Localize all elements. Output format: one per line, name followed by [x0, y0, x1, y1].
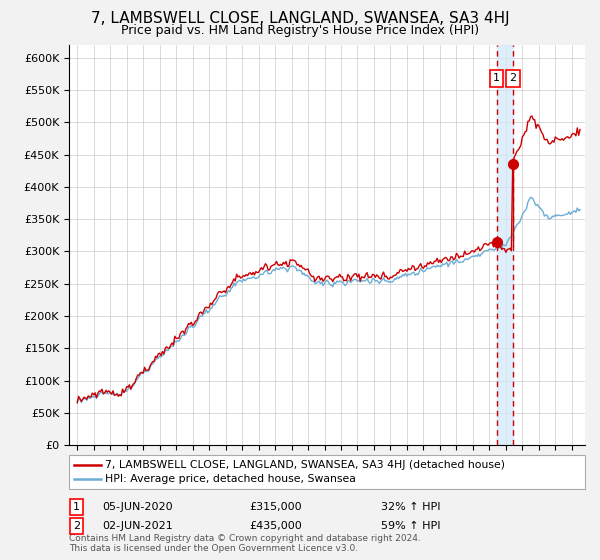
Text: 7, LAMBSWELL CLOSE, LANGLAND, SWANSEA, SA3 4HJ: 7, LAMBSWELL CLOSE, LANGLAND, SWANSEA, S… [91, 11, 509, 26]
Text: Contains HM Land Registry data © Crown copyright and database right 2024.
This d: Contains HM Land Registry data © Crown c… [69, 534, 421, 553]
Text: 32% ↑ HPI: 32% ↑ HPI [381, 502, 440, 512]
Text: 1: 1 [73, 502, 80, 512]
Text: 59% ↑ HPI: 59% ↑ HPI [381, 521, 440, 531]
Text: Price paid vs. HM Land Registry's House Price Index (HPI): Price paid vs. HM Land Registry's House … [121, 24, 479, 37]
Text: 2: 2 [509, 73, 517, 83]
Text: 05-JUN-2020: 05-JUN-2020 [102, 502, 173, 512]
Text: £315,000: £315,000 [249, 502, 302, 512]
Text: 2: 2 [73, 521, 80, 531]
Text: HPI: Average price, detached house, Swansea: HPI: Average price, detached house, Swan… [105, 474, 356, 484]
Text: 02-JUN-2021: 02-JUN-2021 [102, 521, 173, 531]
Bar [497, 45, 513, 445]
Text: £435,000: £435,000 [249, 521, 302, 531]
Text: 7, LAMBSWELL CLOSE, LANGLAND, SWANSEA, SA3 4HJ (detached house): 7, LAMBSWELL CLOSE, LANGLAND, SWANSEA, S… [105, 460, 505, 470]
Text: 1: 1 [493, 73, 500, 83]
